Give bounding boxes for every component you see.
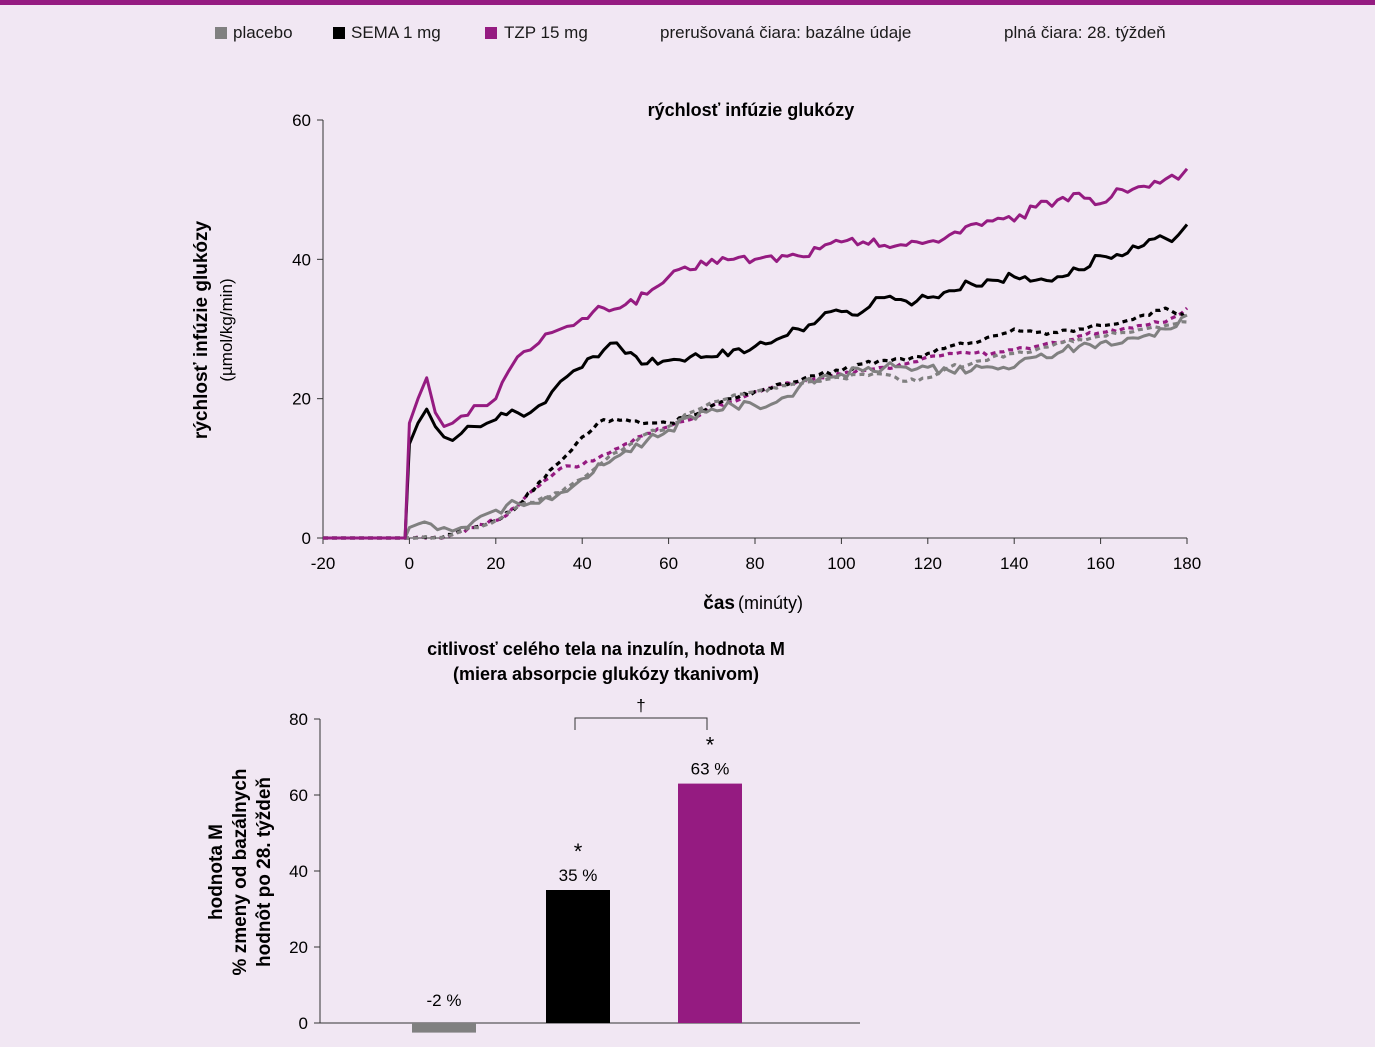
legend-dashed-note: prerušovaná čiara: bazálne údaje — [660, 23, 912, 42]
line-series-placebo-week28 — [323, 313, 1188, 540]
bar-placebo — [412, 1023, 476, 1033]
legend: placebo SEMA 1 mg TZP 15 mg prerušovaná … — [0, 18, 1375, 48]
top-accent-bar — [0, 0, 1375, 5]
bar-chart-y-tick-label: 80 — [289, 710, 308, 729]
line-series-sema-baseline — [323, 306, 1189, 540]
line-chart-y-label: rýchlosť infúzie glukózy — [191, 220, 212, 439]
bar-chart-y-axis: 0 20 40 60 80 — [289, 710, 860, 1033]
line-chart-x-tick-label: 180 — [1173, 554, 1201, 573]
line-chart-title: rýchlosť infúzie glukózy — [648, 100, 855, 120]
line-chart-x-tick-label: 160 — [1086, 554, 1114, 573]
line-series-tzp-week28 — [323, 167, 1189, 540]
legend-placebo-swatch — [215, 27, 227, 39]
line-chart-x-axis: -20 0 20 40 60 80 100 120 140 160 180 — [311, 537, 1201, 573]
line-chart-x-tick-label: 60 — [659, 554, 678, 573]
line-chart-x-tick-label: 140 — [1000, 554, 1028, 573]
line-chart-series — [323, 167, 1189, 540]
bar-chart-y-tick-label: 0 — [299, 1014, 308, 1033]
legend-tzp-label: TZP 15 mg — [504, 23, 588, 42]
legend-sema-swatch — [333, 27, 345, 39]
line-chart-x-tick-label: 40 — [573, 554, 592, 573]
bracket-label: † — [636, 696, 645, 715]
line-series-sema-week28 — [323, 223, 1189, 540]
legend-tzp-swatch — [485, 27, 497, 39]
bar-significance-sema: * — [574, 839, 583, 864]
legend-solid-note: plná čiara: 28. týždeň — [1004, 23, 1166, 42]
bar-significance-tzp: * — [706, 733, 715, 758]
line-chart-x-tick-label: 0 — [405, 554, 414, 573]
bar-chart-y-tick-label: 40 — [289, 862, 308, 881]
legend-sema-label: SEMA 1 mg — [351, 23, 441, 42]
bar-chart-bars: -2 % 35 % * 63 % * † — [412, 696, 742, 1033]
bar-sema — [546, 890, 610, 1023]
line-chart-x-label: čas — [703, 593, 735, 614]
bar-chart-y-label-line-3: hodnôt po 28. týždeň — [254, 777, 275, 967]
bar-chart-y-label-line-2: % zmeny od bazálnych — [230, 769, 251, 976]
bar-chart-y-label-line-1: hodnota M — [206, 824, 227, 920]
bar-chart-subtitle: (miera absorpcie glukózy tkanivom) — [453, 664, 759, 684]
bar-chart: citlivosť celého tela na inzulín, hodnot… — [206, 639, 860, 1033]
legend-placebo-label: placebo — [233, 23, 293, 42]
line-chart-y-tick-label: 20 — [292, 390, 311, 409]
bar-chart-y-tick-label: 60 — [289, 786, 308, 805]
line-chart-x-tick-label: 20 — [486, 554, 505, 573]
bar-value-label-sema: 35 % — [559, 866, 598, 885]
line-chart-y-tick-label: 60 — [292, 111, 311, 130]
significance-bracket — [574, 717, 708, 730]
line-chart-x-tick-label: 80 — [746, 554, 765, 573]
line-chart-x-tick-label: 100 — [827, 554, 855, 573]
line-chart-x-unit: (minúty) — [738, 593, 803, 613]
line-chart-y-axis: 0 20 40 60 — [292, 111, 324, 548]
bar-chart-y-tick-label: 20 — [289, 938, 308, 957]
line-chart-y-tick-label: 40 — [292, 250, 311, 269]
line-chart-y-tick-label: 0 — [302, 529, 311, 548]
line-chart-x-tick-label: -20 — [311, 554, 336, 573]
line-chart-x-tick-label: 120 — [914, 554, 942, 573]
bar-chart-title: citlivosť celého tela na inzulín, hodnot… — [427, 639, 785, 659]
bar-value-label-placebo: -2 % — [427, 991, 462, 1010]
bar-tzp — [678, 783, 742, 1023]
line-chart-y-unit: (µmol/kg/min) — [217, 278, 236, 381]
bar-value-label-tzp: 63 % — [691, 760, 730, 779]
